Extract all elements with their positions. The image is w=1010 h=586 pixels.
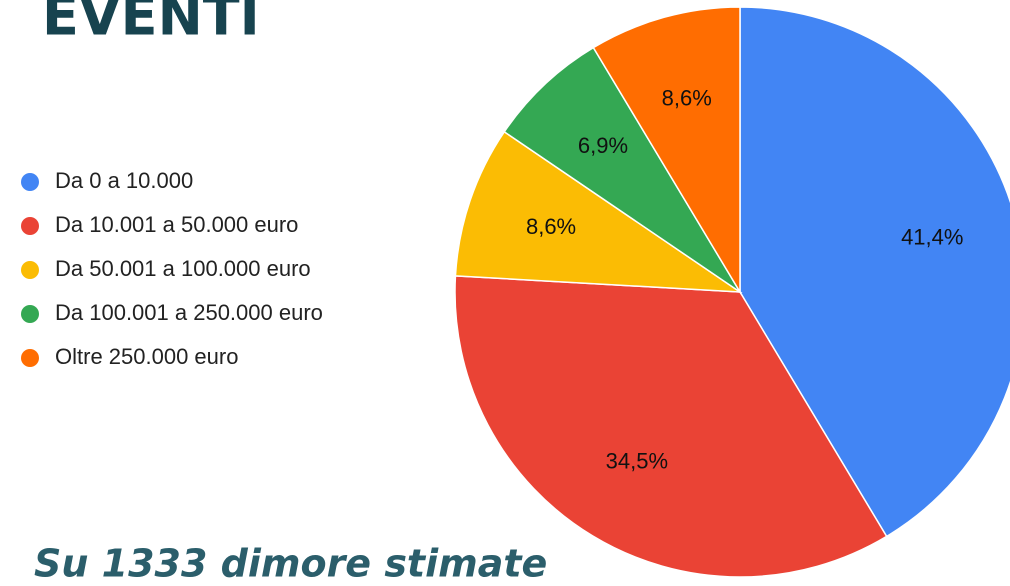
pie-slice (503, 46, 741, 293)
legend-label: Da 100.001 a 250.000 euro (55, 300, 323, 325)
legend-marker (21, 217, 39, 235)
slice-label: 41,4% (901, 225, 963, 250)
pie-slice (592, 6, 741, 295)
pie (454, 6, 1010, 578)
pie-slice (454, 130, 743, 293)
legend-marker (21, 173, 39, 191)
legend-label: Da 0 a 10.000 (55, 168, 193, 193)
slice-label: 8,6% (662, 86, 712, 111)
pie-slice (454, 275, 888, 578)
legend-marker (21, 261, 39, 279)
chart-title: EVENTI (42, 0, 260, 48)
legend-marker (21, 305, 39, 323)
slice-label: 8,6% (526, 214, 576, 239)
legend-label: Da 10.001 a 50.000 euro (55, 212, 298, 237)
chart-subtitle: Su 1333 dimore stimate (34, 542, 547, 586)
legend-label: Oltre 250.000 euro (55, 344, 238, 369)
slice-label: 34,5% (606, 449, 668, 474)
legend-marker (21, 349, 39, 367)
legend-label: Da 50.001 a 100.000 euro (55, 256, 311, 281)
slice-label: 6,9% (578, 133, 628, 158)
